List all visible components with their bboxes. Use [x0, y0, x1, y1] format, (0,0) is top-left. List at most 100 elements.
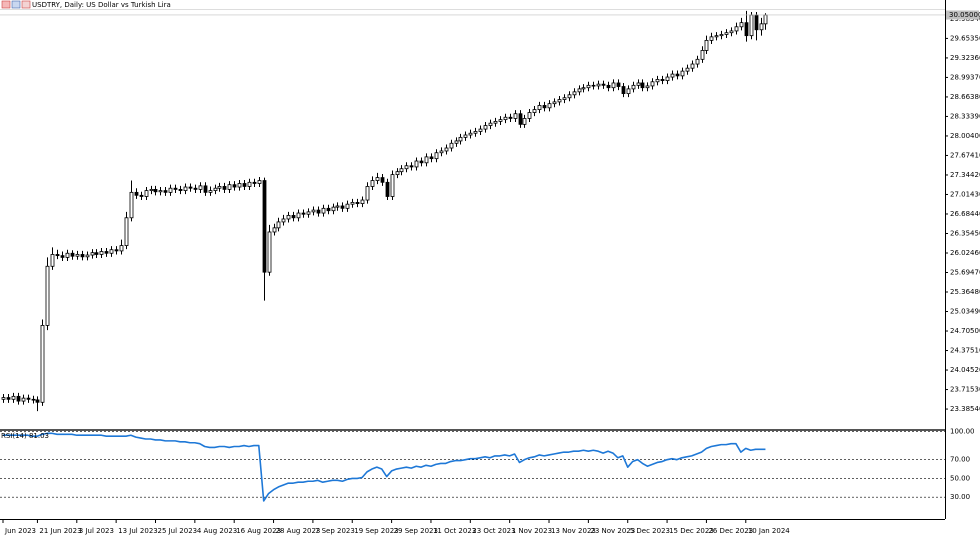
candle-body	[488, 122, 493, 126]
candle-body	[149, 189, 154, 191]
candle-body	[439, 150, 444, 154]
candle-body	[513, 113, 518, 119]
candle-body	[562, 97, 567, 100]
y-tick-label: 27.01430	[950, 190, 980, 198]
candle-body	[744, 22, 749, 37]
candle-body	[326, 207, 331, 212]
candle-body	[478, 128, 483, 132]
candle-body	[395, 171, 400, 176]
candle-body	[493, 121, 498, 124]
candle-body	[645, 85, 650, 89]
candle-body	[581, 87, 586, 90]
candle-body	[139, 194, 144, 197]
candle-body	[444, 147, 449, 152]
candle-body	[178, 189, 183, 191]
icon	[21, 0, 31, 9]
candle-body	[390, 174, 395, 197]
candle-body	[424, 156, 429, 164]
candle-body	[355, 202, 360, 204]
candle-body	[70, 252, 75, 257]
y-tick-label: 28.66380	[950, 93, 980, 101]
x-tick-label: 3 Jul 2023	[79, 527, 114, 535]
candle-body	[257, 180, 262, 184]
candle-body	[749, 14, 754, 37]
y-tick-label: 30.00	[950, 493, 970, 501]
candle-body	[675, 73, 680, 77]
candle-body	[262, 180, 267, 273]
x-tick-label: 10 Jan 2024	[748, 527, 791, 535]
x-tick-label: 21 Jun 2023	[39, 527, 81, 535]
icon	[11, 0, 21, 9]
candle-body	[232, 184, 237, 188]
last-price-box	[946, 10, 979, 20]
candle-body	[45, 265, 50, 326]
candle-body	[670, 73, 675, 78]
candle-body	[237, 183, 242, 188]
candle-body	[414, 160, 419, 168]
y-tick-label: 23.71530	[950, 386, 980, 394]
candles	[1, 10, 768, 412]
candle-body	[267, 231, 272, 273]
y-tick-label: 25.69470	[950, 269, 980, 277]
candle-body	[16, 395, 21, 402]
candle-body	[636, 82, 641, 86]
candle-body	[596, 83, 601, 87]
candle-body	[522, 118, 527, 125]
last-price-label: 30.05000	[949, 11, 980, 19]
candle-body	[458, 136, 463, 142]
y-tick-label: 24.04520	[950, 366, 980, 374]
candle-body	[552, 101, 557, 105]
indicator-title: RSI(14) 81.03	[1, 432, 49, 440]
candle-body	[227, 184, 232, 190]
candle-body	[40, 325, 45, 403]
candle-body	[695, 58, 700, 65]
candle-body	[80, 254, 85, 258]
candle-body	[104, 251, 109, 254]
candle-body	[665, 76, 670, 82]
candle-body	[680, 70, 685, 77]
candle-body	[55, 254, 60, 257]
candle-body	[109, 249, 114, 254]
candle-body	[242, 183, 247, 187]
y-tick-label: 50.00	[950, 474, 970, 482]
candle-body	[542, 105, 547, 109]
candle-body	[163, 190, 168, 193]
y-tick-label: 23.38540	[950, 405, 980, 413]
candle-body	[144, 190, 149, 197]
candle-body	[518, 113, 523, 125]
candle-body	[370, 180, 375, 187]
icon	[1, 0, 11, 9]
candle-body	[335, 205, 340, 208]
candle-body	[739, 22, 744, 28]
candle-body	[621, 86, 626, 95]
candle-body	[601, 83, 606, 86]
x-tick-label: 15 Dec 2023	[669, 527, 714, 535]
candle-body	[114, 249, 119, 252]
candle-body	[404, 165, 409, 170]
y-tick-label: 24.70500	[950, 327, 980, 335]
candle-body	[35, 399, 40, 403]
candle-body	[719, 34, 724, 37]
x-tick-label: 19 Sep 2023	[354, 527, 398, 535]
x-tick-label: 28 Aug 2023	[276, 527, 321, 535]
candle-body	[724, 32, 729, 35]
candle-body	[532, 109, 537, 113]
candle-body	[173, 187, 178, 190]
candle-body	[21, 397, 26, 402]
candle-body	[301, 212, 306, 215]
candle-body	[213, 187, 218, 191]
candle-body	[660, 79, 665, 82]
x-tick-label: 25 Jul 2023	[157, 527, 197, 535]
y-tick-label: 26.68440	[950, 210, 980, 218]
x-tick-label: 11 Oct 2023	[433, 527, 476, 535]
candle-body	[203, 185, 208, 193]
candle-body	[65, 252, 70, 258]
candle-body	[134, 191, 139, 196]
candle-body	[6, 397, 11, 400]
x-tick-label: 7 Sep 2023	[315, 527, 355, 535]
candle-body	[360, 199, 365, 204]
y-tick-label: 29.32360	[950, 54, 980, 62]
candle-body	[606, 84, 611, 89]
